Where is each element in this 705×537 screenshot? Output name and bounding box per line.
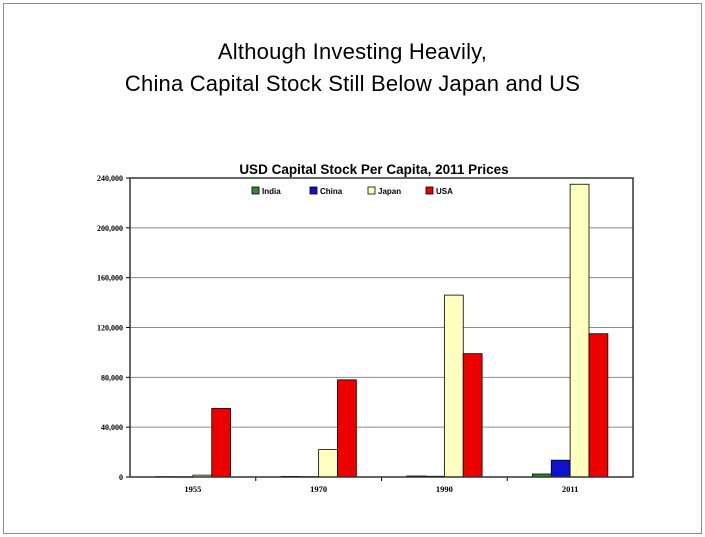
slide-title-line-1: Although Investing Heavily, (217, 39, 488, 64)
bar-usa-2011 (588, 333, 609, 478)
bar-usa-1990 (462, 353, 483, 478)
legend-swatch-india (251, 186, 260, 195)
x-tick-label: 1990 (436, 484, 453, 494)
legend-label-usa: USA (436, 187, 453, 196)
chart-title: USD Capital Stock Per Capita, 2011 Price… (239, 162, 508, 177)
plot-frame (129, 177, 634, 478)
bar-japan-1970 (318, 449, 338, 478)
legend-swatch-usa (425, 186, 434, 195)
plot-area: 0 40,000 80,000 120,000 160,000 200,000 240,00… (97, 174, 634, 494)
slide-title: Although Investing Heavily, China Capita… (0, 36, 705, 100)
legend-label-india: India (262, 187, 281, 196)
bar-japan-1990 (443, 294, 464, 478)
legend-swatch-china (309, 186, 318, 195)
legend-label-japan: Japan (378, 187, 401, 196)
y-tick-label: 120,000 (97, 324, 123, 333)
x-tick-label: 2011 (562, 484, 579, 494)
x-tick-label: 1955 (184, 484, 201, 494)
y-tick-label: 40,000 (101, 423, 123, 432)
legend-label-china: China (320, 187, 343, 196)
bar-usa-1955 (211, 408, 232, 478)
y-tick-label: 240,000 (97, 174, 123, 183)
y-tick-label: 200,000 (97, 224, 123, 233)
y-tick-label: 80,000 (101, 373, 123, 382)
y-tick-label: 160,000 (97, 274, 123, 283)
bar-japan-2011 (569, 183, 590, 478)
legend-swatch-japan (367, 186, 376, 195)
slide-title-line-2: China Capital Stock Still Below Japan an… (124, 71, 581, 96)
x-tick-label: 1970 (310, 484, 327, 494)
bar-usa-1970 (337, 379, 357, 478)
bar-china-2011 (550, 459, 571, 478)
y-tick-label: 0 (119, 473, 123, 482)
